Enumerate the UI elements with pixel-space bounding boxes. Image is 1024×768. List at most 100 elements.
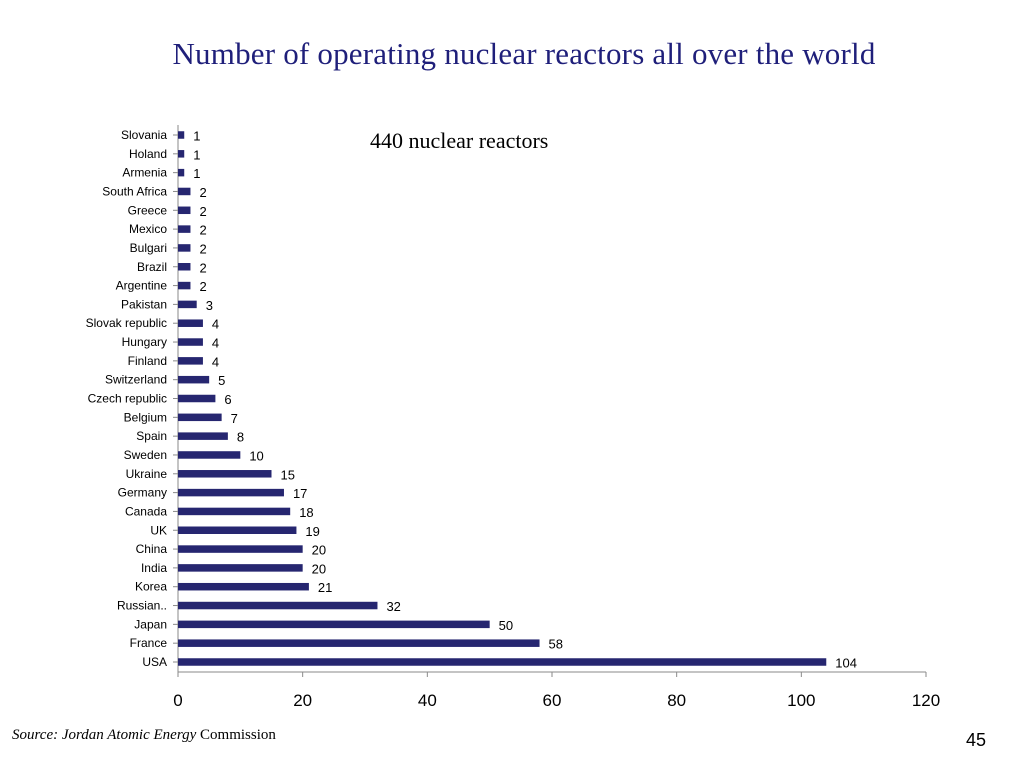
category-label: Korea <box>135 580 167 594</box>
category-label: Argentine <box>116 279 168 293</box>
category-label: Pakistan <box>121 297 167 311</box>
source-note-plain: Commission <box>196 727 276 743</box>
category-label: Ukraine <box>126 467 168 481</box>
bar <box>178 394 216 403</box>
slide-title: Number of operating nuclear reactors all… <box>172 36 876 71</box>
data-label: 6 <box>224 392 231 407</box>
x-tick-label: 120 <box>912 691 940 710</box>
data-label: 2 <box>199 241 206 256</box>
x-tick-label: 60 <box>543 691 562 710</box>
data-label: 50 <box>499 618 513 633</box>
category-label: France <box>130 636 168 650</box>
data-label: 15 <box>281 467 295 482</box>
category-label: Germany <box>118 486 167 500</box>
data-label: 18 <box>299 505 313 520</box>
data-label: 7 <box>231 411 238 426</box>
category-label: Hungary <box>122 335 167 349</box>
category-label: Sweden <box>124 448 167 462</box>
data-label: 4 <box>212 354 219 369</box>
x-tick-label: 40 <box>418 691 437 710</box>
x-tick-label: 100 <box>787 691 815 710</box>
bar <box>178 206 191 215</box>
bar <box>178 338 203 346</box>
category-label: Japan <box>134 617 167 631</box>
category-label: Brazil <box>137 260 167 274</box>
category-label: Czech republic <box>88 392 167 406</box>
source-note-italic: Source: Jordan Atomic Energy <box>12 727 197 743</box>
category-label: Slovania <box>121 128 167 142</box>
bar <box>178 375 210 384</box>
bar <box>178 451 241 459</box>
data-label: 10 <box>249 448 263 463</box>
data-label: 2 <box>199 223 206 238</box>
category-label: USA <box>142 655 167 669</box>
bar <box>178 413 222 422</box>
category-label: South Africa <box>102 184 167 198</box>
data-label: 3 <box>206 298 213 313</box>
bar <box>178 639 540 647</box>
bar <box>178 168 185 177</box>
data-label: 1 <box>193 129 200 144</box>
category-label: China <box>136 542 168 556</box>
bar <box>178 131 185 139</box>
data-label: 2 <box>199 204 206 219</box>
bar <box>178 601 378 610</box>
data-label: 5 <box>218 373 225 388</box>
bar <box>178 620 490 629</box>
data-label: 58 <box>549 637 563 652</box>
data-label: 32 <box>386 599 400 614</box>
bar <box>178 470 272 478</box>
bar <box>178 432 228 440</box>
category-label: Bulgari <box>130 241 167 255</box>
category-label: India <box>141 561 167 575</box>
bar <box>178 357 203 365</box>
bar <box>178 582 309 591</box>
bar <box>178 526 297 534</box>
category-label: Spain <box>136 429 167 443</box>
data-label: 1 <box>193 166 200 181</box>
bar <box>178 658 827 666</box>
bar <box>178 319 203 327</box>
bar <box>178 281 191 290</box>
data-label: 4 <box>212 317 219 332</box>
category-label: Finland <box>128 354 167 368</box>
page-number: 45 <box>966 730 987 750</box>
bar <box>178 507 291 516</box>
category-label: Canada <box>125 504 167 518</box>
data-label: 2 <box>199 185 206 200</box>
category-label: Holand <box>129 147 167 161</box>
category-label: Armenia <box>122 166 167 180</box>
data-label: 21 <box>318 580 332 595</box>
source-note: Source: Jordan Atomic Energy Commission <box>12 727 276 744</box>
data-label: 104 <box>835 656 857 671</box>
x-tick-label: 0 <box>173 691 182 710</box>
data-label: 20 <box>312 561 326 576</box>
bar <box>178 300 197 309</box>
category-label: Switzerland <box>105 373 167 387</box>
category-label: Belgium <box>124 410 167 424</box>
bar <box>178 564 303 572</box>
data-label: 17 <box>293 486 307 501</box>
bar <box>178 225 191 233</box>
bar <box>178 244 191 252</box>
data-label: 19 <box>305 524 319 539</box>
category-label: Greece <box>128 203 168 217</box>
bar <box>178 488 284 497</box>
category-label: Slovak republic <box>86 316 167 330</box>
x-tick-label: 20 <box>293 691 312 710</box>
data-label: 2 <box>199 260 206 275</box>
data-label: 2 <box>199 279 206 294</box>
chart-subtitle: 440 nuclear reactors <box>370 128 549 153</box>
data-label: 4 <box>212 336 219 351</box>
x-tick-label: 80 <box>667 691 686 710</box>
bar <box>178 263 191 271</box>
category-label: Russian.. <box>117 599 167 613</box>
data-label: 20 <box>312 543 326 558</box>
data-label: 8 <box>237 430 244 445</box>
bar <box>178 150 185 158</box>
category-label: UK <box>150 523 167 537</box>
data-label: 1 <box>193 147 200 162</box>
bar <box>178 545 303 553</box>
bar <box>178 187 191 196</box>
